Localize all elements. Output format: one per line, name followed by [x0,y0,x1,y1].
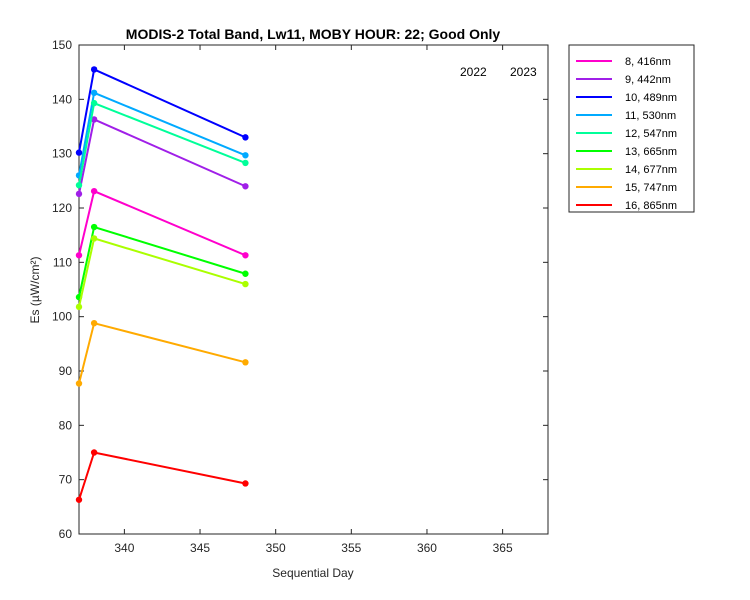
x-tick-label: 345 [190,541,210,555]
x-tick-label: 365 [493,541,513,555]
x-tick-label: 360 [417,541,437,555]
data-point [75,252,83,259]
data-point [242,359,249,366]
legend-entry-label: 16, 865nm [625,200,677,212]
legend-entry-label: 9, 442nm [625,74,671,86]
legend-entry-label: 11, 530nm [625,110,676,122]
data-point [90,449,98,456]
data-point [242,252,249,259]
data-point [90,66,98,73]
data-point [75,303,83,311]
legend-box [568,44,695,213]
y-tick-label: 90 [59,364,73,378]
legend-entry-label: 13, 665nm [625,146,677,158]
data-point [242,152,249,159]
data-point [90,319,98,327]
y-tick-label: 140 [52,92,72,106]
data-point [75,149,83,156]
data-point [242,134,249,141]
data-point [90,187,98,195]
chart-title: MODIS-2 Total Band, Lw11, MOBY HOUR: 22;… [126,26,501,42]
y-tick-label: 150 [52,38,72,52]
series-layer [75,66,249,503]
data-point [75,181,83,189]
legend-entry-label: 12, 547nm [625,128,677,140]
y-tick-label: 110 [53,255,72,269]
data-point [90,99,98,107]
legend: 8, 416nm 9, 442nm 10, 489nm 11, 530nm 12, 54… [568,44,695,213]
data-point [242,159,249,167]
plot-area [78,44,549,535]
legend-entry-label: 8, 416nm [625,56,671,68]
data-point [90,235,98,242]
y-tick-label: 70 [59,473,73,487]
legend-entry-label: 15, 747nm [625,182,677,194]
y-tick-label: 60 [59,527,73,541]
x-tick-label: 350 [266,541,286,555]
y-tick-label: 80 [59,418,73,432]
legend-entry-label: 10, 489nm [625,92,677,104]
data-point [75,380,83,387]
y-tick-label: 130 [52,147,72,161]
data-point [90,89,98,97]
data-point [242,280,249,288]
legend-entry-label: 14, 677nm [625,164,677,176]
data-point [242,480,249,487]
y-axis: 60 70 80 90 100 110 120 130 140 150 [52,38,548,541]
y-tick-label: 120 [52,201,72,215]
data-point [90,116,98,123]
x-tick-label: 355 [341,541,361,555]
x-tick-label: 340 [114,541,134,555]
x-axis: 340 345 350 355 360 365 [114,45,513,555]
data-point [242,183,249,190]
y-tick-label: 100 [52,310,72,324]
data-point [90,223,98,231]
year-label-2022: 2022 [460,65,487,79]
data-point [75,496,83,503]
data-point [242,270,249,277]
year-label-2023: 2023 [510,65,537,79]
x-axis-title: Sequential Day [272,566,353,580]
data-point [75,190,83,198]
y-axis-title: Es (µW/cm²) [28,257,42,324]
